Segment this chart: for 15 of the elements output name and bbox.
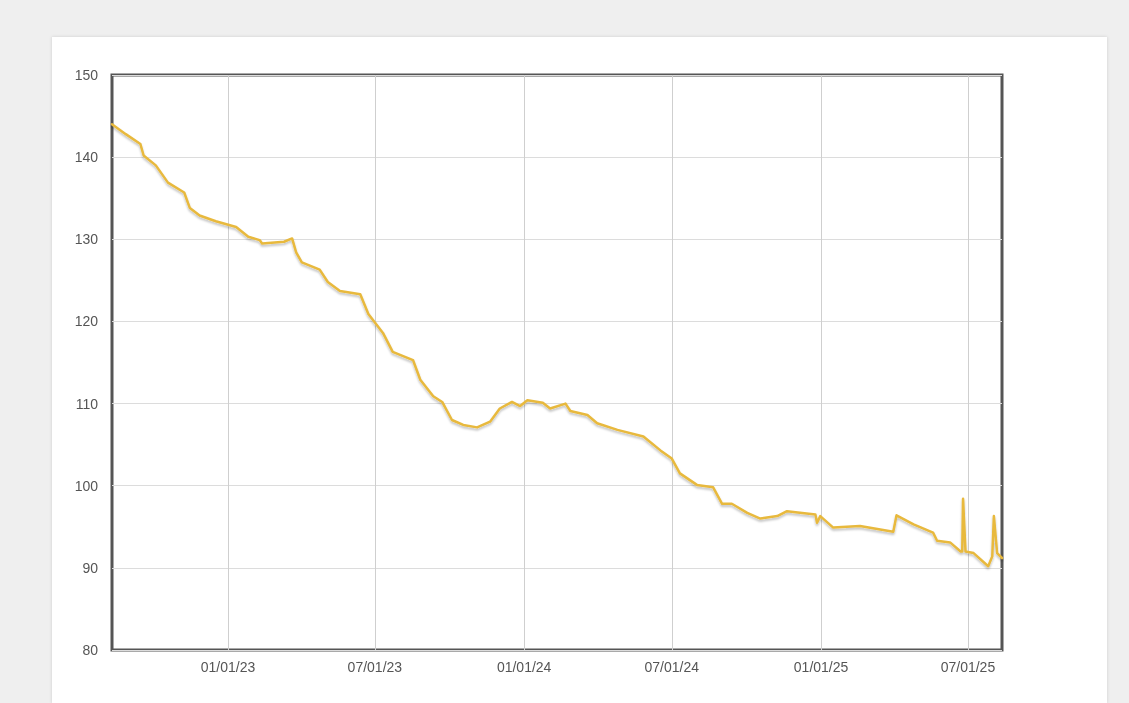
x-tick-label: 07/01/24 — [644, 659, 700, 675]
x-tick-label: 01/01/24 — [496, 659, 552, 675]
x-tick-label: 01/01/25 — [793, 659, 849, 675]
y-tick-label: 140 — [74, 149, 99, 166]
y-tick-label: 130 — [74, 231, 99, 248]
x-tick-label: 07/01/23 — [347, 659, 403, 675]
y-tick-label: 120 — [74, 313, 99, 330]
y-tick-label: 150 — [74, 67, 99, 83]
y-tick-label: 80 — [82, 642, 99, 658]
x-tick-label: 07/01/25 — [940, 659, 996, 675]
y-tick-label: 90 — [82, 559, 99, 576]
line-series — [110, 123, 1004, 568]
y-tick-label: 110 — [75, 395, 99, 412]
y-tick-label: 100 — [74, 477, 99, 494]
x-tick-label: 01/01/23 — [200, 659, 256, 675]
